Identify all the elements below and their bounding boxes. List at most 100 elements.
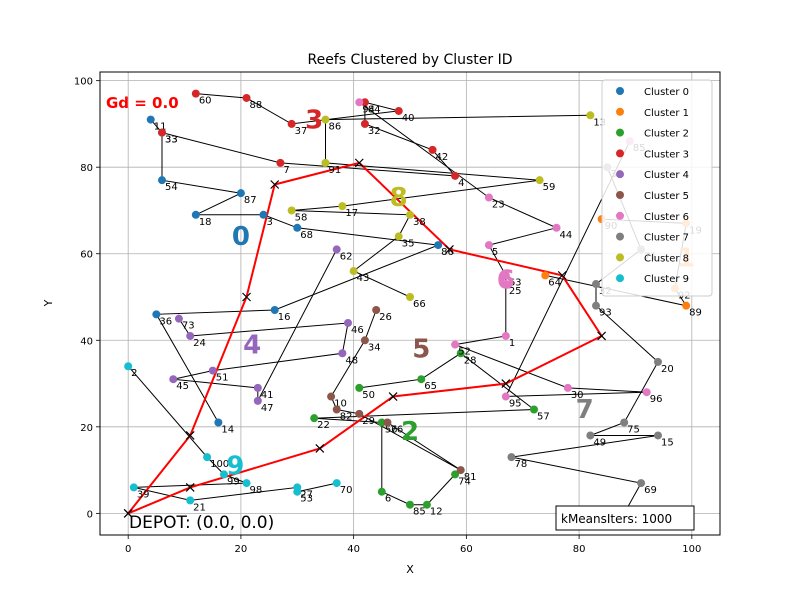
reef-point-label: 41 <box>261 390 274 401</box>
reef-point-label: 66 <box>413 299 426 310</box>
reef-point-label: 35 <box>402 238 415 249</box>
x-tick-label: 80 <box>573 544 586 555</box>
reef-point-label: 74 <box>458 476 471 487</box>
reef-point <box>592 280 600 289</box>
reef-point <box>270 305 279 314</box>
reef-point-label: 25 <box>509 286 522 297</box>
reef-point <box>501 331 510 340</box>
reef-point-label: 56 <box>385 424 398 435</box>
reef-point-label: 60 <box>199 96 212 107</box>
plot-frame <box>99 71 721 536</box>
reef-point <box>484 193 493 202</box>
reef-point <box>287 119 296 128</box>
reef-point <box>321 158 330 167</box>
reef-point-label: 16 <box>278 312 291 323</box>
reef-point <box>124 362 133 371</box>
y-tick-label: 20 <box>80 423 93 434</box>
reef-point-label: 36 <box>159 316 172 327</box>
legend-marker <box>616 211 624 220</box>
reef-point-label: 87 <box>244 195 257 206</box>
reef-point <box>186 331 195 340</box>
reef-point-label: 42 <box>436 152 449 163</box>
y-tick-label: 80 <box>80 163 93 174</box>
reef-point <box>563 383 572 392</box>
reef-point-label: 23 <box>492 199 505 210</box>
reef-point <box>501 392 510 401</box>
reef-point <box>220 470 228 479</box>
reef-point-label: 15 <box>661 437 674 448</box>
centroid-marker <box>315 444 325 453</box>
reef-point <box>434 241 443 250</box>
reef-point-label: 52 <box>458 347 471 358</box>
reef-point <box>236 189 245 198</box>
reef-point <box>208 366 217 375</box>
reef-point <box>152 310 161 319</box>
reef-point <box>383 418 392 427</box>
reef-point-label: 100 <box>210 459 229 470</box>
cluster-number-label: 4 <box>243 330 261 360</box>
reef-point <box>507 453 516 462</box>
reef-point-label: 21 <box>193 502 206 513</box>
reef-point <box>293 223 302 232</box>
reef-point-label: 89 <box>689 308 702 319</box>
legend-entry: Cluster 3 <box>644 149 689 160</box>
reef-point <box>530 405 538 414</box>
legend-marker <box>616 191 624 199</box>
x-tick-label: 20 <box>235 544 248 555</box>
reef-point <box>552 223 561 232</box>
reef-point-label: 51 <box>216 373 229 384</box>
reef-point <box>682 301 691 310</box>
centroid-marker <box>185 431 195 440</box>
reef-point-label: 64 <box>548 277 561 288</box>
reef-point <box>191 89 200 98</box>
centroid-marker <box>354 158 364 168</box>
reef-point <box>642 388 651 397</box>
reef-point-label: 11 <box>154 122 167 133</box>
reef-point <box>332 245 341 254</box>
reef-point <box>287 206 296 215</box>
reef-point-label: 17 <box>345 208 358 219</box>
legend-entry: Cluster 2 <box>644 129 689 140</box>
reef-point-label: 34 <box>368 342 381 353</box>
reef-point <box>586 111 595 120</box>
reef-point <box>310 414 319 423</box>
reef-point <box>484 241 493 250</box>
reef-point-label: 78 <box>514 459 527 470</box>
reef-point-label: 99 <box>227 476 240 487</box>
reef-point-label: 86 <box>441 247 454 258</box>
reef-point-label: 86 <box>328 122 341 133</box>
cluster-number-label: 2 <box>401 417 419 447</box>
reef-point <box>451 470 460 479</box>
reef-point-label: 84 <box>368 104 381 115</box>
y-tick-label: 0 <box>87 509 93 520</box>
cluster-route-line <box>314 352 536 506</box>
reef-point-label: 94 <box>362 104 375 115</box>
reef-point-label: 1 <box>509 338 515 349</box>
cluster-number-label: 0 <box>232 222 250 252</box>
reef-point-label: 50 <box>362 390 375 401</box>
legend-marker <box>616 170 624 179</box>
reef-point <box>654 431 662 440</box>
reef-point <box>586 431 595 440</box>
x-tick-label: 100 <box>682 544 701 555</box>
reef-point-label: 65 <box>424 381 437 392</box>
legend-entry: Cluster 9 <box>644 274 689 285</box>
cluster-number-label: 9 <box>226 451 244 481</box>
depot-annotation: DEPOT: (0.0, 0.0) <box>129 513 274 533</box>
reef-point <box>349 267 358 276</box>
reef-point <box>158 176 166 185</box>
reef-point <box>355 409 364 418</box>
reef-point <box>332 479 341 488</box>
reef-point <box>377 487 386 496</box>
legend-entry: Cluster 8 <box>644 253 689 264</box>
reef-point <box>253 383 262 392</box>
reef-point <box>327 392 336 401</box>
legend-entry: Cluster 6 <box>644 212 689 223</box>
reef-point-label: 47 <box>261 403 274 414</box>
legend-entry: Cluster 1 <box>644 108 689 119</box>
reef-point <box>276 158 285 167</box>
reef-point <box>355 98 364 107</box>
reef-point-label: 44 <box>560 230 573 241</box>
